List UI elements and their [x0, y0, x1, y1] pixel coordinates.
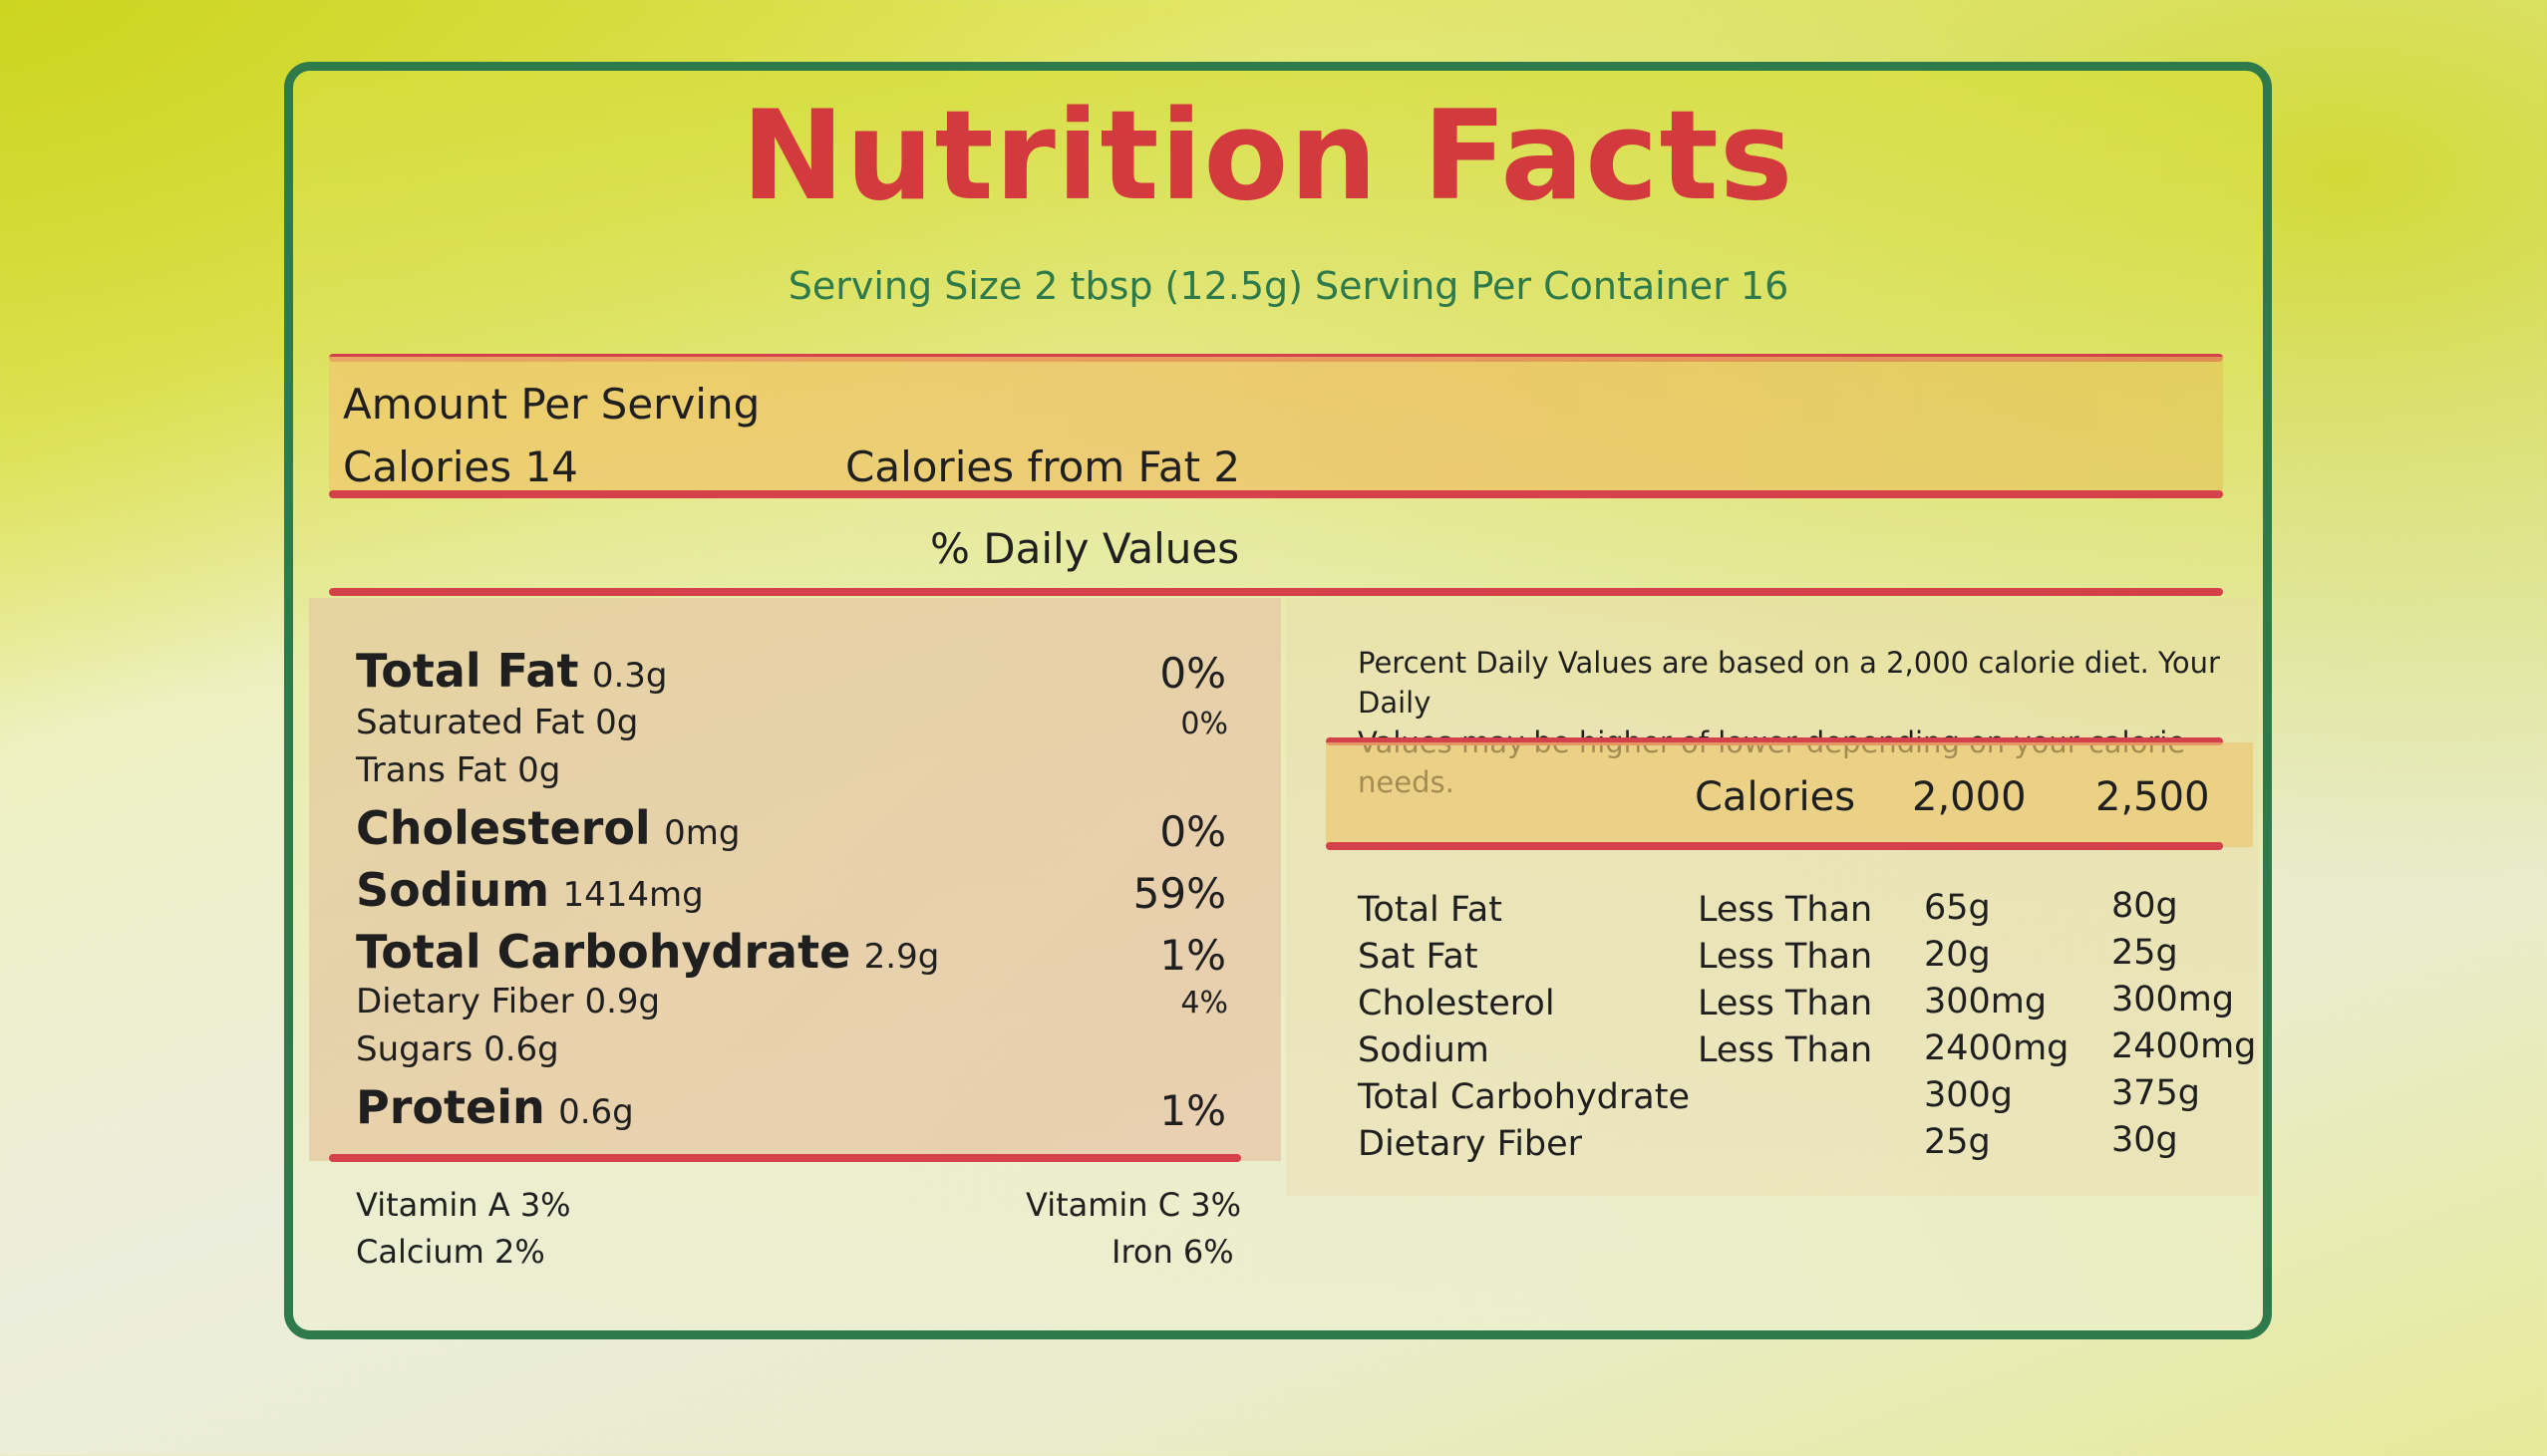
nutrient-amount: 0g [595, 703, 639, 742]
nutrient-amount: 0.6g [483, 1029, 559, 1069]
nutrient-name: Total Fat [356, 644, 579, 698]
reference-calories-band [1326, 742, 2253, 847]
nutrients-box [309, 598, 1281, 1161]
pct-sodium: 59% [1132, 869, 1226, 918]
note-line-1: Percent Daily Values are based on a 2,00… [1358, 646, 2220, 720]
pct-protein: 1% [1159, 1086, 1226, 1135]
nutrient-amount: 2.9g [863, 937, 940, 977]
rule-reference-top [1326, 737, 2223, 745]
reference-header-2500: 2,500 [2095, 774, 2210, 820]
ref-row-name: Total Fat [1358, 890, 1502, 930]
nutrient-dietary-fiber: Dietary Fiber 0.9g [356, 985, 660, 1019]
nutrient-amount: 1414mg [562, 875, 704, 915]
nutrient-name: Saturated Fat [356, 703, 585, 742]
nutrient-name: Trans Fat [356, 750, 507, 790]
ref-row-v1: 25g [1924, 1122, 1991, 1162]
calories-band [329, 357, 2223, 496]
nutrient-cholesterol: Cholesterol 0mg [356, 805, 740, 851]
reference-box [1286, 598, 2258, 1196]
nutrient-name: Total Carbohydrate [356, 925, 851, 979]
pct-total-fat: 0% [1159, 649, 1226, 698]
nutrient-saturated-fat: Saturated Fat 0g [356, 706, 638, 739]
ref-row-name: Cholesterol [1358, 984, 1555, 1023]
nutrient-sodium: Sodium 1414mg [356, 867, 704, 913]
nutrient-amount: 0g [517, 750, 561, 790]
nutrient-total-carbohydrate: Total Carbohydrate 2.9g [356, 929, 939, 975]
rule-calories [329, 490, 2223, 498]
nutrient-name: Protein [356, 1080, 545, 1134]
vitamin-c: Vitamin C 3% [1026, 1186, 1242, 1224]
ref-row-qualifier: Less Than [1698, 890, 1873, 930]
ref-row-v2: 30g [2111, 1120, 2178, 1160]
ref-row-v2: 25g [2111, 933, 2178, 973]
nutrient-amount: 0mg [664, 813, 741, 853]
pct-total-carbohydrate: 1% [1159, 931, 1226, 980]
reference-header-label: Calories [1695, 774, 1856, 820]
ref-row-v1: 300mg [1924, 982, 2048, 1021]
rule-reference-header [1326, 842, 2223, 850]
nutrient-protein: Protein 0.6g [356, 1084, 634, 1130]
ref-row-v1: 65g [1924, 888, 1991, 928]
nutrient-sugars: Sugars 0.6g [356, 1032, 559, 1066]
nutrient-trans-fat: Trans Fat 0g [356, 753, 560, 787]
rule-daily-values [329, 588, 2223, 596]
ref-row-v2: 2400mg [2111, 1026, 2257, 1066]
nutrient-amount: 0.3g [591, 656, 668, 696]
ref-row-qualifier: Less Than [1698, 984, 1873, 1023]
nutrient-total-fat: Total Fat 0.3g [356, 648, 667, 694]
label-title: Nutrition Facts [741, 85, 1794, 228]
ref-row-v2: 300mg [2111, 980, 2235, 1019]
iron: Iron 6% [1112, 1233, 1234, 1271]
calcium: Calcium 2% [356, 1233, 545, 1271]
nutrient-amount: 0.9g [584, 982, 661, 1021]
ref-row-qualifier: Less Than [1698, 1030, 1873, 1070]
ref-row-name: Sat Fat [1358, 937, 1478, 977]
nutrient-name: Cholesterol [356, 801, 651, 855]
calories-value: Calories 14 [343, 442, 578, 491]
rule-nutrients-bottom [329, 1154, 1241, 1162]
nutrient-amount: 0.6g [558, 1092, 634, 1132]
reference-header-2000: 2,000 [1912, 774, 2027, 820]
serving-info: Serving Size 2 tbsp (12.5g) Serving Per … [788, 264, 1789, 308]
calories-from-fat: Calories from Fat 2 [845, 442, 1241, 491]
ref-row-v2: 375g [2111, 1073, 2201, 1113]
pct-saturated-fat: 0% [1180, 707, 1228, 741]
nutrient-name: Sodium [356, 863, 550, 917]
amount-per-serving: Amount Per Serving [343, 380, 761, 429]
pct-cholesterol: 0% [1159, 807, 1226, 856]
daily-values-heading: % Daily Values [930, 524, 1240, 573]
ref-row-name: Total Carbohydrate [1358, 1077, 1690, 1117]
pct-dietary-fiber: 4% [1180, 986, 1228, 1020]
ref-row-v1: 20g [1924, 935, 1991, 975]
ref-row-v2: 80g [2111, 886, 2178, 926]
ref-row-name: Sodium [1358, 1030, 1489, 1070]
ref-row-qualifier: Less Than [1698, 937, 1873, 977]
nutrient-name: Sugars [356, 1029, 474, 1069]
nutrient-name: Dietary Fiber [356, 982, 574, 1021]
vitamin-a: Vitamin A 3% [356, 1186, 571, 1224]
ref-row-name: Dietary Fiber [1358, 1124, 1583, 1164]
ref-row-v1: 300g [1924, 1075, 2014, 1115]
ref-row-v1: 2400mg [1924, 1028, 2069, 1068]
